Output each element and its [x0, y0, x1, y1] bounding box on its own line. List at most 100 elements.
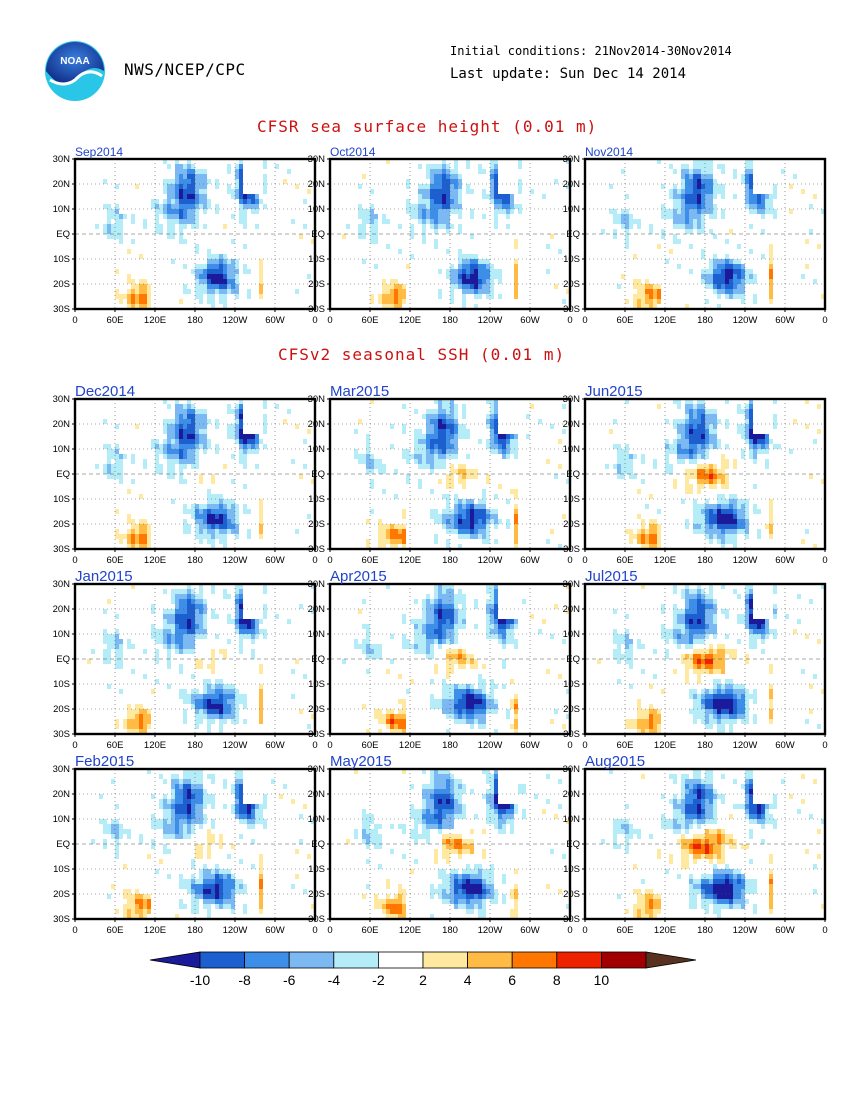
ssh-cell: [390, 159, 395, 165]
ssh-cell: [510, 174, 515, 180]
ssh-cell: [689, 259, 694, 265]
ssh-cell: [279, 219, 284, 225]
ssh-cell: [629, 174, 634, 180]
ssh-cell: [693, 244, 698, 250]
ssh-cell: [486, 194, 491, 200]
ssh-cell: [757, 204, 762, 210]
ssh-cell: [817, 239, 822, 245]
ssh-cell: [87, 279, 92, 285]
ssh-cell: [115, 204, 120, 210]
ssh-cell: [498, 219, 503, 225]
ssh-cell: [697, 224, 702, 230]
ssh-cell: [601, 179, 606, 185]
ssh-cell: [167, 199, 172, 205]
lat-tick-label: EQ: [56, 229, 70, 240]
ssh-cell: [530, 239, 535, 245]
ssh-cell: [131, 209, 136, 215]
ssh-cell: [442, 239, 447, 245]
ssh-cell: [785, 189, 790, 195]
ssh-cell: [470, 304, 475, 310]
ssh-cell: [75, 169, 80, 175]
ssh-cell: [103, 204, 108, 210]
ssh-cell: [641, 199, 646, 205]
ssh-cell: [426, 239, 431, 245]
ssh-cell: [107, 304, 112, 310]
ssh-cell: [295, 189, 300, 195]
ssh-cell: [641, 214, 646, 220]
ssh-cell: [689, 199, 694, 205]
ssh-cell: [665, 179, 670, 185]
ssh-cell: [374, 219, 379, 225]
ssh-cell: [434, 279, 439, 285]
ssh-cell: [195, 174, 200, 180]
ssh-cell: [685, 244, 690, 250]
ssh-cell: [402, 164, 407, 170]
ssh-cell: [107, 194, 112, 200]
ssh-cell: [554, 264, 559, 270]
ssh-cell: [179, 234, 184, 240]
lat-tick-label: 30S: [308, 304, 325, 315]
ssh-cell: [793, 159, 798, 165]
ssh-cell: [757, 239, 762, 245]
ssh-cell: [402, 244, 407, 250]
ssh-cell: [817, 209, 822, 215]
ssh-cell: [115, 299, 120, 305]
ssh-cell: [801, 239, 806, 245]
ssh-cell: [155, 259, 160, 265]
ssh-cell: [470, 164, 475, 170]
ssh-cell: [303, 219, 308, 225]
ssh-cell: [127, 269, 132, 275]
ssh-cell: [299, 274, 304, 280]
ssh-cell: [334, 164, 339, 170]
ssh-cell: [677, 264, 682, 270]
ssh-cell: [398, 294, 403, 300]
ssh-cell: [502, 194, 507, 200]
ssh-cell: [546, 159, 551, 165]
ssh-cell: [414, 239, 419, 245]
ssh-cell: [79, 199, 84, 205]
ssh-cell: [446, 254, 451, 260]
ssh-cell: [530, 264, 535, 270]
ssh-cell: [362, 209, 367, 215]
ssh-cell: [287, 189, 292, 195]
ssh-cell: [506, 224, 511, 230]
ssh-cell: [354, 279, 359, 285]
ssh-cell: [629, 164, 634, 170]
ssh-cell: [402, 299, 407, 305]
ssh-cell: [809, 179, 814, 185]
ssh-cell: [482, 194, 487, 200]
ssh-cell: [661, 164, 666, 170]
ssh-cell: [378, 224, 383, 230]
ssh-cell: [721, 164, 726, 170]
ssh-cell: [251, 264, 256, 270]
ssh-cell: [131, 189, 136, 195]
ssh-cell: [147, 274, 152, 280]
ssh-cell: [358, 214, 363, 220]
ssh-cell: [514, 254, 519, 260]
ssh-cell: [482, 174, 487, 180]
ssh-cell: [398, 244, 403, 250]
ssh-cell: [95, 274, 100, 280]
ssh-cell: [546, 259, 551, 265]
ssh-cell: [637, 179, 642, 185]
ssh-cell: [378, 174, 383, 180]
ssh-cell: [279, 259, 284, 265]
ssh-cell: [753, 194, 758, 200]
ssh-cell: [701, 199, 706, 205]
ssh-cell: [374, 244, 379, 250]
ssh-cell: [390, 264, 395, 270]
ssh-cell: [378, 219, 383, 225]
ssh-cell: [358, 204, 363, 210]
ssh-cell: [785, 219, 790, 225]
ssh-cell: [494, 219, 499, 225]
ssh-cell: [466, 279, 471, 285]
ssh-cell: [203, 204, 208, 210]
ssh-cell: [597, 214, 602, 220]
ssh-cell: [307, 179, 312, 185]
ssh-cell: [693, 159, 698, 165]
ssh-cell: [510, 214, 515, 220]
ssh-cell: [255, 274, 260, 280]
ssh-cell: [263, 244, 268, 250]
ssh-cell: [131, 184, 136, 190]
ssh-cell: [438, 169, 443, 175]
